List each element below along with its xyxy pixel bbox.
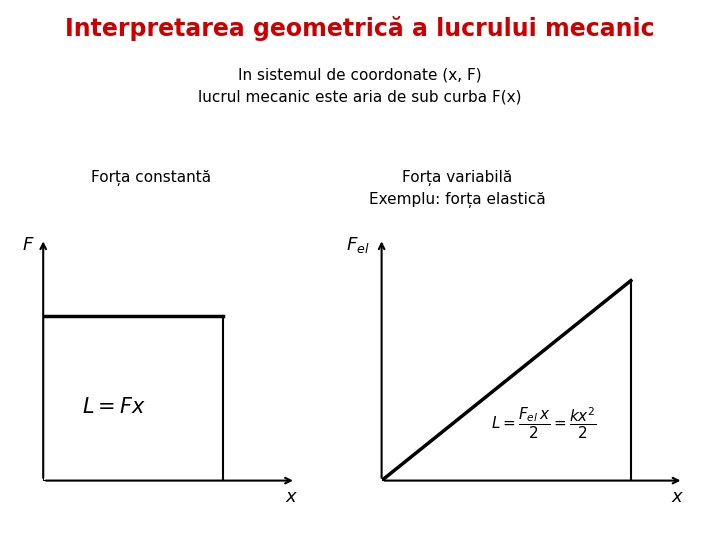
Text: $F$: $F$	[22, 236, 34, 254]
Text: Interpretarea geometrică a lucrului mecanic: Interpretarea geometrică a lucrului meca…	[66, 16, 654, 41]
Text: $x$: $x$	[672, 489, 685, 507]
Text: $F_{el}$: $F_{el}$	[346, 235, 370, 255]
Text: Forța variabilă
Exemplu: forța elastică: Forța variabilă Exemplu: forța elastică	[369, 170, 546, 208]
Text: Forța constantă: Forța constantă	[91, 170, 211, 186]
Text: $x$: $x$	[285, 489, 298, 507]
Text: $L = Fx$: $L = Fx$	[81, 397, 145, 417]
Text: In sistemul de coordonate (x, F)
lucrul mecanic este aria de sub curba F(x): In sistemul de coordonate (x, F) lucrul …	[198, 68, 522, 105]
Text: $L = \dfrac{F_{el}\,x}{2} = \dfrac{kx^2}{2}$: $L = \dfrac{F_{el}\,x}{2} = \dfrac{kx^2}…	[491, 406, 597, 442]
